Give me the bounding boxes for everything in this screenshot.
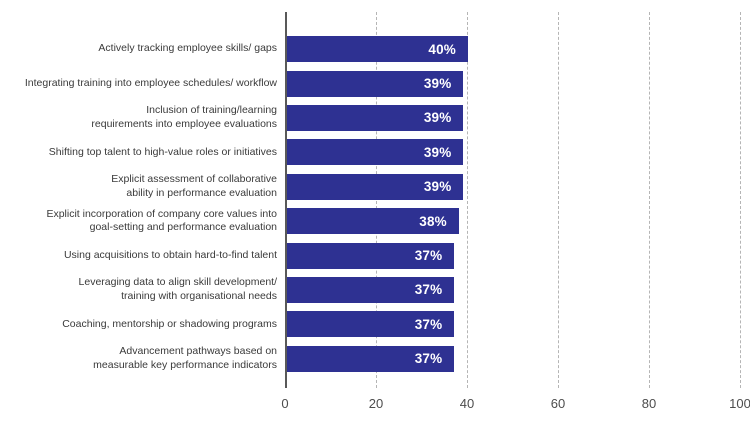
bar-track: 39% (286, 104, 750, 131)
bar-value-label: 39% (423, 76, 452, 92)
bar-row: Coaching, mentorship or shadowing progra… (0, 307, 750, 341)
bar: 40% (286, 36, 468, 63)
category-label: Using acquisitions to obtain hard-to-fin… (63, 248, 277, 261)
bar-track: 37% (286, 242, 750, 269)
bar-row: Actively tracking employee skills/ gaps … (0, 32, 750, 66)
category-label: Actively tracking employee skills/ gaps (98, 42, 277, 55)
bar: 37% (286, 276, 455, 303)
bar-row: Shifting top talent to high-value roles … (0, 135, 750, 169)
bar-track: 40% (286, 36, 750, 63)
bar-row: Explicit incorporation of company core v… (0, 204, 750, 238)
bar: 37% (286, 345, 455, 372)
bar: 39% (286, 104, 464, 131)
x-axis-tick-label: 100 (729, 396, 750, 411)
category-label: Coaching, mentorship or shadowing progra… (62, 317, 277, 330)
bar-row: Advancement pathways based on measurable… (0, 342, 750, 376)
bar-row: Inclusion of training/learning requireme… (0, 101, 750, 135)
x-gridline (740, 12, 741, 388)
bar-track: 39% (286, 70, 750, 97)
plot-area (285, 12, 741, 388)
bar-track: 37% (286, 276, 750, 303)
zero-axis-line (285, 12, 287, 388)
bar-track: 37% (286, 345, 750, 372)
bar-track: 39% (286, 173, 750, 200)
x-gridline (649, 12, 650, 388)
x-axis-tick-label: 60 (550, 396, 566, 411)
category-label: Inclusion of training/learning requireme… (91, 104, 277, 130)
bar-row: Leveraging data to align skill developme… (0, 273, 750, 307)
x-gridline (376, 12, 377, 388)
category-label: Advancement pathways based on measurable… (93, 345, 277, 371)
bar: 37% (286, 311, 455, 338)
x-axis-tick-label: 80 (641, 396, 657, 411)
bar-value-label: 39% (423, 179, 452, 195)
bar-value-label: 37% (414, 282, 443, 298)
category-label: Explicit assessment of collaborative abi… (111, 173, 277, 199)
category-label: Shifting top talent to high-value roles … (48, 145, 277, 158)
bar-track: 38% (286, 208, 750, 235)
bar-value-label: 37% (414, 351, 443, 367)
bar-value-label: 37% (414, 316, 443, 332)
bar-value-label: 37% (414, 248, 443, 264)
bar-track: 39% (286, 139, 750, 166)
bar-row: Integrating training into employee sched… (0, 66, 750, 100)
bar-row: Using acquisitions to obtain hard-to-fin… (0, 238, 750, 272)
bar-value-label: 38% (419, 213, 447, 229)
bar: 39% (286, 70, 464, 97)
bar: 39% (286, 173, 464, 200)
x-gridline (558, 12, 559, 388)
bar-track: 37% (286, 311, 750, 338)
x-axis-tick-label: 40 (459, 396, 475, 411)
bar: 38% (286, 208, 459, 235)
category-label: Integrating training into employee sched… (24, 76, 277, 89)
bar: 37% (286, 242, 455, 269)
bar: 39% (286, 139, 464, 166)
category-label: Leveraging data to align skill developme… (78, 276, 277, 302)
x-axis-tick-label: 0 (281, 396, 289, 411)
bar-value-label: 39% (423, 144, 452, 160)
x-axis-tick-labels: 0 20 40 60 80 100 (0, 396, 750, 414)
x-gridline (467, 12, 468, 388)
category-label: Explicit incorporation of company core v… (46, 207, 277, 234)
x-axis-tick-label: 20 (368, 396, 384, 411)
bar-rows: Actively tracking employee skills/ gaps … (0, 32, 750, 376)
bar-value-label: 39% (423, 110, 452, 126)
bar-row: Explicit assessment of collaborative abi… (0, 170, 750, 204)
bar-value-label: 40% (428, 41, 456, 57)
